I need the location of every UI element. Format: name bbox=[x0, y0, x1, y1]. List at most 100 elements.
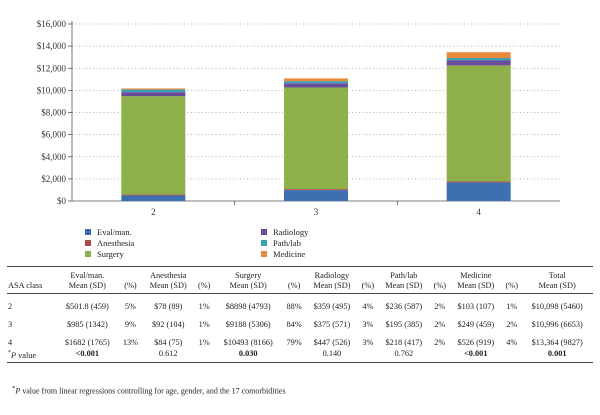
pvalue-cell bbox=[283, 348, 306, 361]
footnote-p-label: P bbox=[15, 386, 21, 396]
table-cell: $78 (89) bbox=[154, 302, 183, 311]
bar-segment bbox=[284, 83, 348, 88]
legend-swatch bbox=[261, 251, 267, 257]
table-cell: $10,996 (6653) bbox=[531, 320, 583, 329]
table-cell: $84 (75) bbox=[154, 338, 183, 347]
table-cell: $501.8 (459) bbox=[65, 302, 109, 311]
pvalue-cell bbox=[358, 348, 377, 361]
bar-segment bbox=[446, 65, 511, 182]
pvalue-cell bbox=[195, 348, 214, 361]
table-cell: 79% bbox=[286, 338, 302, 347]
bar-segment bbox=[121, 195, 186, 201]
table-cell: 1% bbox=[198, 320, 210, 329]
table-header-cell: Total Mean (SD) bbox=[521, 271, 593, 294]
pvalue-label: *P value bbox=[8, 350, 37, 360]
table-cell: 3% bbox=[362, 320, 374, 329]
legend-swatch bbox=[261, 240, 267, 246]
legend-label: Anesthesia bbox=[97, 238, 135, 248]
table-cell: 1% bbox=[506, 302, 518, 311]
pvalue-cell bbox=[119, 348, 142, 361]
table-header-cell: Anesthesia Mean (SD) bbox=[141, 271, 195, 294]
y-tick-label: $0 bbox=[57, 196, 67, 206]
y-tick-label: $16,000 bbox=[37, 19, 67, 29]
stacked-bar-chart: $0 $2,000 $4,000 $6,000 $8,000 $10,000 $12,000… bbox=[37, 19, 560, 217]
table-cell: 3 bbox=[8, 320, 13, 329]
table-cell: 2% bbox=[434, 320, 446, 329]
x-tick-label: 3 bbox=[314, 207, 319, 217]
table-header-cell: Path/lab Mean (SD) bbox=[377, 271, 431, 294]
x-tick-label: 2 bbox=[151, 207, 156, 217]
table-header-cell: (%) bbox=[430, 271, 450, 294]
table-cell: 2 bbox=[8, 302, 13, 311]
table-cell: $13,364 (9827) bbox=[531, 338, 583, 347]
table-cell: $9188 (5306) bbox=[225, 320, 271, 329]
table-cell: 88% bbox=[286, 302, 302, 311]
table-cell: $218 (417) bbox=[385, 338, 423, 347]
table-cell: $8898 (4793) bbox=[225, 302, 271, 311]
pvalue-cell bbox=[502, 348, 521, 361]
y-tick-label: $10,000 bbox=[37, 85, 67, 95]
bar-segment bbox=[284, 78, 348, 82]
table-footnote: *P value from linear regressions control… bbox=[12, 385, 286, 396]
table-cell: $92 (104) bbox=[152, 320, 185, 329]
table-cell: $249 (459) bbox=[457, 320, 495, 329]
bar-segment bbox=[121, 88, 186, 90]
pvalue-cell: 0.030 bbox=[238, 349, 258, 359]
legend-label: Medicine bbox=[273, 249, 306, 259]
bar-segment bbox=[121, 92, 186, 97]
legend-item: Medicine bbox=[261, 249, 305, 259]
table-cell: 3% bbox=[362, 338, 374, 347]
table-cell: 1% bbox=[198, 302, 210, 311]
legend-item: Anesthesia bbox=[85, 238, 134, 248]
table-cell: 13% bbox=[122, 338, 139, 347]
bar-segment bbox=[121, 96, 186, 195]
table-cell: $10493 (8166) bbox=[223, 338, 273, 347]
table-cell: 84% bbox=[286, 320, 302, 329]
legend-swatch bbox=[261, 229, 267, 235]
pvalue-cell: 0.140 bbox=[322, 349, 342, 359]
bar-segment bbox=[284, 190, 348, 201]
table-cell: $195 (385) bbox=[385, 320, 423, 329]
bar-segment bbox=[121, 194, 186, 196]
table-header-row: ASA class Eval/man. Mean (SD) (%) Anesthesia… bbox=[7, 271, 593, 294]
y-tick-label: $12,000 bbox=[37, 63, 67, 73]
table-header-cell: Eval/man. Mean (SD) bbox=[55, 271, 119, 294]
pvalue-cell: <0.001 bbox=[464, 349, 488, 359]
table-cell: 4 bbox=[8, 338, 13, 347]
table-cell: $10,098 (5460) bbox=[531, 302, 583, 311]
bar-segment bbox=[446, 60, 511, 66]
legend-item: Path/lab bbox=[261, 238, 301, 248]
y-tick-label: $2,000 bbox=[41, 174, 66, 184]
table-cell: $985 (1342) bbox=[66, 320, 108, 329]
table-header-cell: (%) bbox=[194, 271, 214, 294]
table-row: 2 $501.8 (459) 5% $78 (89) 1% $8898 (4793) 88%… bbox=[7, 301, 593, 312]
legend-swatch bbox=[85, 240, 91, 246]
bar-segment bbox=[446, 182, 511, 201]
legend-swatch bbox=[85, 229, 91, 235]
table-header-cell: (%) bbox=[118, 271, 142, 294]
pvalue-cell: 0.612 bbox=[158, 349, 178, 359]
footnote-mark: * bbox=[12, 385, 16, 392]
legend-label: Path/lab bbox=[273, 238, 301, 248]
table-header-cell: Medicine Mean (SD) bbox=[449, 271, 503, 294]
bar-segment bbox=[284, 81, 348, 84]
table-cell: $359 (495) bbox=[313, 302, 351, 311]
table-cell: $1682 (1765) bbox=[64, 338, 110, 347]
pvalue-row: *P value <0.001 0.612 0.030 0.140 0.762 <0.001… bbox=[7, 348, 593, 361]
y-tick-label: $8,000 bbox=[41, 108, 66, 118]
table-body: 2 $501.8 (459) 5% $78 (89) 1% $8898 (4793) 88%… bbox=[7, 294, 593, 363]
table-cell: $236 (587) bbox=[385, 302, 423, 311]
bar-segment bbox=[446, 58, 511, 61]
table-cell: 2% bbox=[434, 302, 446, 311]
table-cell: 5% bbox=[124, 302, 136, 311]
table-header-cell: (%) bbox=[358, 271, 378, 294]
legend-label: Surgery bbox=[97, 249, 124, 259]
y-tick-label: $14,000 bbox=[37, 41, 67, 51]
bar-segment bbox=[284, 87, 348, 190]
pvalue-cell bbox=[430, 348, 449, 361]
legend-swatch bbox=[85, 251, 91, 257]
table-cell: 4% bbox=[362, 302, 374, 311]
table-cell: 1% bbox=[198, 338, 210, 347]
table-row: 4 $1682 (1765) 13% $84 (75) 1% $10493 (8166) 7… bbox=[7, 337, 593, 348]
table-cell: $526 (919) bbox=[457, 338, 495, 347]
